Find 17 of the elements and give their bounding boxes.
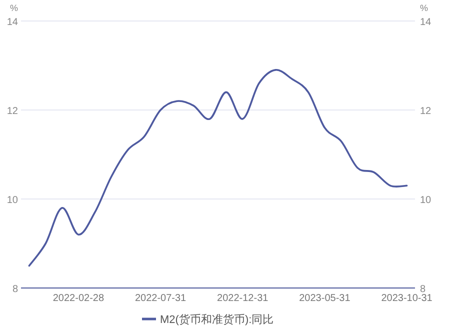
x-tick-label: 2023-10-31 <box>381 293 433 304</box>
y2-axis-title: % <box>420 3 428 13</box>
line-series <box>28 69 408 267</box>
y2-tick-label: 8 <box>420 284 426 295</box>
x-tick-label: 2022-02-28 <box>52 293 104 304</box>
y-axis-title: % <box>10 3 18 13</box>
y2-tick-label: 12 <box>420 106 432 117</box>
x-tick-label: 2023-05-31 <box>299 293 351 304</box>
y-tick-label: 12 <box>6 106 18 117</box>
y2-tick-label: 10 <box>420 195 432 206</box>
x-tick-label: 2022-07-31 <box>134 293 187 304</box>
y-tick-label: 8 <box>12 284 18 295</box>
legend-label: M2(货币和准货币):同比 <box>160 313 274 326</box>
y-tick-label: 10 <box>6 195 18 206</box>
x-tick-label: 2022-12-31 <box>217 293 269 304</box>
y2-tick-label: 14 <box>420 17 432 28</box>
y-tick-label: 14 <box>6 17 18 28</box>
